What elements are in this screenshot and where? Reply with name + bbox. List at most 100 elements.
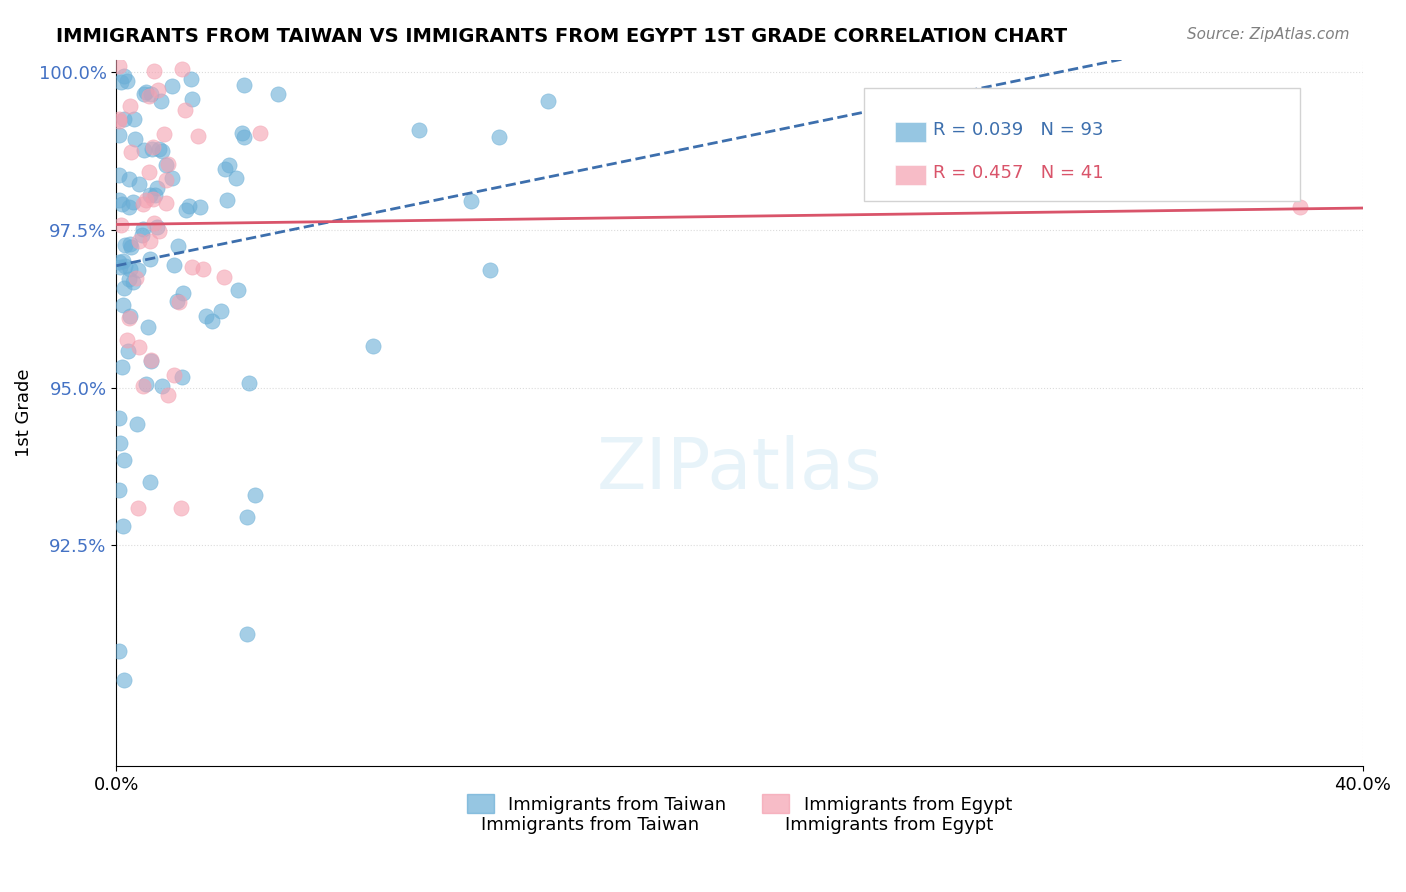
Point: [218, 158, 240, 172]
FancyBboxPatch shape: [896, 122, 927, 143]
Point: [180, 72, 202, 87]
Point: [225, 171, 247, 186]
Point: [163, 258, 186, 272]
Point: [132, 196, 155, 211]
Point: [139, 475, 162, 490]
Point: [118, 309, 141, 323]
Point: [155, 172, 177, 186]
Point: [160, 79, 183, 94]
Point: [108, 193, 131, 207]
Point: [108, 483, 131, 497]
Text: Immigrants from Taiwan: Immigrants from Taiwan: [481, 816, 699, 834]
Point: [108, 411, 131, 425]
Point: [177, 199, 200, 213]
Point: [143, 216, 166, 230]
Point: [112, 112, 135, 127]
Point: [128, 177, 150, 191]
Point: [174, 103, 197, 117]
Point: [150, 379, 173, 393]
Legend: Immigrants from Taiwan, Immigrants from Egypt: Immigrants from Taiwan, Immigrants from …: [460, 787, 1019, 821]
Point: [122, 112, 145, 126]
Point: [122, 194, 145, 209]
Point: [128, 234, 150, 248]
Y-axis label: 1st Grade: 1st Grade: [15, 368, 32, 458]
Point: [150, 145, 173, 159]
Point: [114, 238, 136, 252]
Point: [231, 126, 253, 140]
Point: [187, 129, 209, 144]
Point: [108, 260, 131, 274]
Point: [167, 239, 190, 253]
Point: [146, 219, 169, 234]
Point: [108, 644, 131, 658]
Point: [127, 263, 149, 277]
Point: [117, 344, 139, 359]
Point: [135, 376, 157, 391]
Point: [110, 219, 132, 233]
Point: [120, 98, 142, 112]
Point: [117, 74, 139, 88]
Point: [160, 170, 183, 185]
Point: [141, 142, 163, 156]
Text: Source: ZipAtlas.com: Source: ZipAtlas.com: [1187, 27, 1350, 42]
Point: [111, 519, 134, 533]
Point: [460, 194, 482, 208]
Point: [537, 94, 560, 108]
Point: [479, 263, 502, 277]
Point: [155, 195, 177, 210]
Point: [120, 145, 142, 159]
Point: [132, 144, 155, 158]
Point: [138, 165, 160, 179]
Point: [120, 262, 142, 277]
Point: [226, 283, 249, 297]
Point: [191, 262, 214, 277]
Point: [170, 62, 193, 77]
Point: [128, 340, 150, 354]
Point: [209, 303, 232, 318]
Point: [112, 673, 135, 688]
Point: [232, 78, 254, 92]
Point: [363, 339, 385, 353]
Point: [131, 228, 153, 243]
Point: [117, 272, 139, 286]
Point: [110, 74, 132, 88]
Point: [142, 140, 165, 154]
Point: [236, 509, 259, 524]
Text: R = 0.039   N = 93: R = 0.039 N = 93: [932, 121, 1104, 139]
Point: [132, 222, 155, 236]
Point: [181, 92, 204, 106]
Point: [167, 294, 190, 309]
Text: IMMIGRANTS FROM TAIWAN VS IMMIGRANTS FROM EGYPT 1ST GRADE CORRELATION CHART: IMMIGRANTS FROM TAIWAN VS IMMIGRANTS FRO…: [56, 27, 1067, 45]
Point: [214, 161, 236, 176]
Point: [139, 353, 162, 368]
Text: ZIPatlas: ZIPatlas: [596, 435, 882, 504]
Point: [217, 193, 239, 207]
Point: [135, 193, 157, 207]
Point: [408, 122, 430, 136]
Point: [139, 352, 162, 367]
Point: [108, 113, 131, 128]
Point: [1289, 200, 1312, 214]
Point: [163, 368, 186, 382]
Point: [174, 202, 197, 217]
Point: [114, 69, 136, 83]
Point: [172, 285, 194, 300]
Point: [112, 281, 135, 295]
Point: [148, 142, 170, 156]
Point: [139, 252, 162, 266]
Point: [172, 370, 194, 384]
Point: [148, 83, 170, 97]
Point: [108, 255, 131, 269]
FancyBboxPatch shape: [896, 165, 927, 185]
Point: [157, 388, 180, 402]
Point: [121, 275, 143, 289]
Point: [190, 200, 212, 214]
Point: [181, 260, 204, 274]
Point: [195, 309, 218, 323]
Point: [236, 627, 259, 641]
Point: [111, 359, 134, 374]
Point: [131, 379, 153, 393]
Point: [139, 188, 162, 202]
Point: [118, 171, 141, 186]
Point: [127, 501, 149, 516]
